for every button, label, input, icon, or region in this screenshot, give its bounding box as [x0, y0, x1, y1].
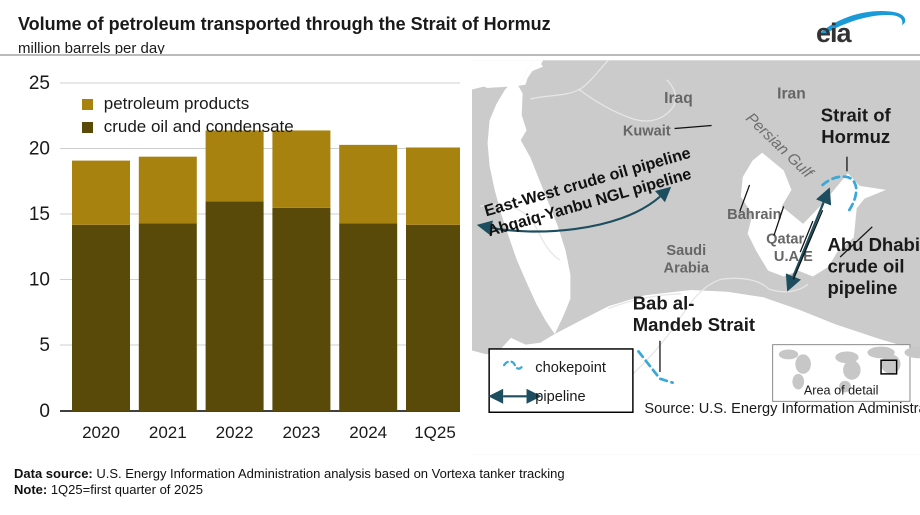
svg-text:U.A.E: U.A.E	[774, 249, 813, 265]
svg-text:25: 25	[29, 73, 50, 94]
svg-text:Source: U.S. Energy Informatio: Source: U.S. Energy Information Administ…	[644, 401, 920, 417]
svg-text:Bahrain: Bahrain	[727, 207, 781, 223]
svg-text:15: 15	[29, 204, 50, 225]
svg-text:2024: 2024	[349, 423, 387, 442]
svg-text:Hormuz: Hormuz	[821, 126, 890, 147]
svg-text:Strait of: Strait of	[821, 105, 892, 126]
svg-text:Bab al-: Bab al-	[633, 293, 695, 314]
svg-text:20: 20	[29, 139, 50, 160]
svg-text:2023: 2023	[282, 423, 320, 442]
svg-text:crude oil: crude oil	[827, 256, 904, 277]
svg-text:Saudi: Saudi	[666, 243, 706, 259]
svg-text:Iraq: Iraq	[664, 90, 693, 107]
svg-text:pipeline: pipeline	[535, 389, 585, 405]
svg-text:5: 5	[39, 335, 50, 356]
svg-text:Qatar: Qatar	[766, 231, 804, 247]
svg-text:eia: eia	[816, 18, 853, 48]
svg-text:0: 0	[39, 401, 50, 422]
svg-text:2022: 2022	[216, 423, 254, 442]
svg-text:2021: 2021	[149, 423, 187, 442]
svg-text:Area of detail: Area of detail	[804, 383, 879, 397]
svg-text:Arabia: Arabia	[664, 261, 710, 277]
svg-text:1Q25: 1Q25	[414, 423, 456, 442]
svg-text:Kuwait: Kuwait	[623, 123, 671, 139]
svg-text:pipeline: pipeline	[827, 277, 897, 298]
svg-text:chokepoint: chokepoint	[535, 360, 606, 376]
svg-text:Abu Dhabi: Abu Dhabi	[827, 234, 920, 255]
svg-text:Mandeb Strait: Mandeb Strait	[633, 314, 755, 335]
svg-text:10: 10	[29, 270, 50, 291]
svg-text:2020: 2020	[82, 423, 120, 442]
svg-text:Iran: Iran	[777, 85, 806, 102]
